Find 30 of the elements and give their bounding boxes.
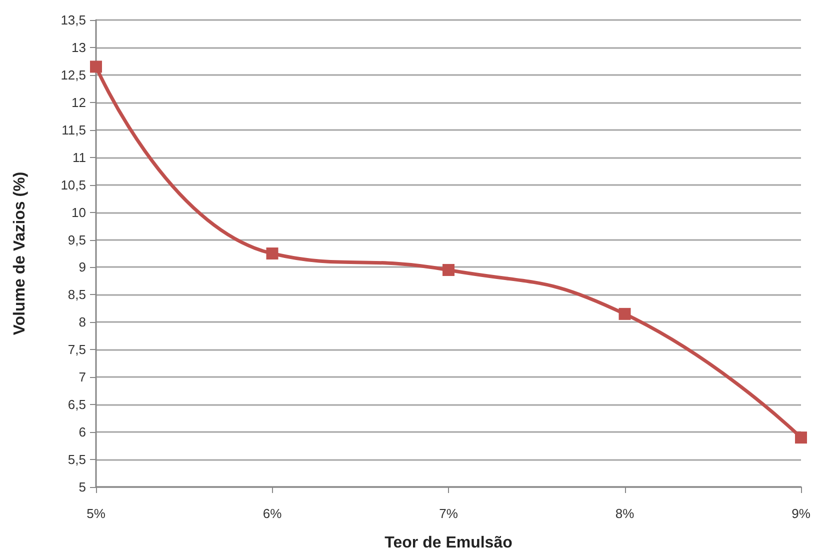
y-tick-label: 8,5 bbox=[68, 287, 86, 302]
x-axis-title: Teor de Emulsão bbox=[384, 534, 513, 552]
y-tick-label: 9,5 bbox=[68, 232, 86, 248]
y-tick-label: 12 bbox=[72, 94, 86, 110]
y-tick-label: 11,5 bbox=[62, 122, 86, 138]
x-tick-label: 9% bbox=[792, 506, 811, 521]
y-tick-label: 13,5 bbox=[60, 12, 86, 28]
y-tick-label: 6,5 bbox=[68, 397, 86, 412]
y-tick-label: 10,5 bbox=[60, 177, 86, 192]
y-tick-label: 13 bbox=[72, 40, 86, 55]
x-tick-label: 5% bbox=[86, 506, 106, 521]
y-tick-label: 8 bbox=[78, 314, 86, 330]
y-tick-label: 11 bbox=[72, 150, 86, 165]
y-tick-label: 9 bbox=[78, 260, 86, 275]
point bbox=[795, 432, 807, 444]
y-tick-label: 12,5 bbox=[60, 67, 86, 82]
point bbox=[266, 248, 278, 260]
y-tick-label: 5 bbox=[78, 480, 86, 494]
x-tick-label: 7% bbox=[439, 506, 458, 521]
point bbox=[442, 264, 454, 276]
y-tick-label: 7 bbox=[78, 370, 86, 385]
y-tick-label: 7,5 bbox=[68, 342, 86, 358]
x-tick-label: 8% bbox=[615, 506, 635, 521]
y-tick-label: 6 bbox=[78, 424, 86, 440]
point bbox=[90, 60, 102, 73]
point bbox=[618, 308, 631, 320]
y-axis-title: Volume de Vazios (%) bbox=[12, 172, 28, 336]
y-tick-label: 5,5 bbox=[68, 452, 86, 468]
y-tick-label: 10 bbox=[72, 204, 86, 220]
x-tick-label: 6% bbox=[262, 506, 282, 521]
